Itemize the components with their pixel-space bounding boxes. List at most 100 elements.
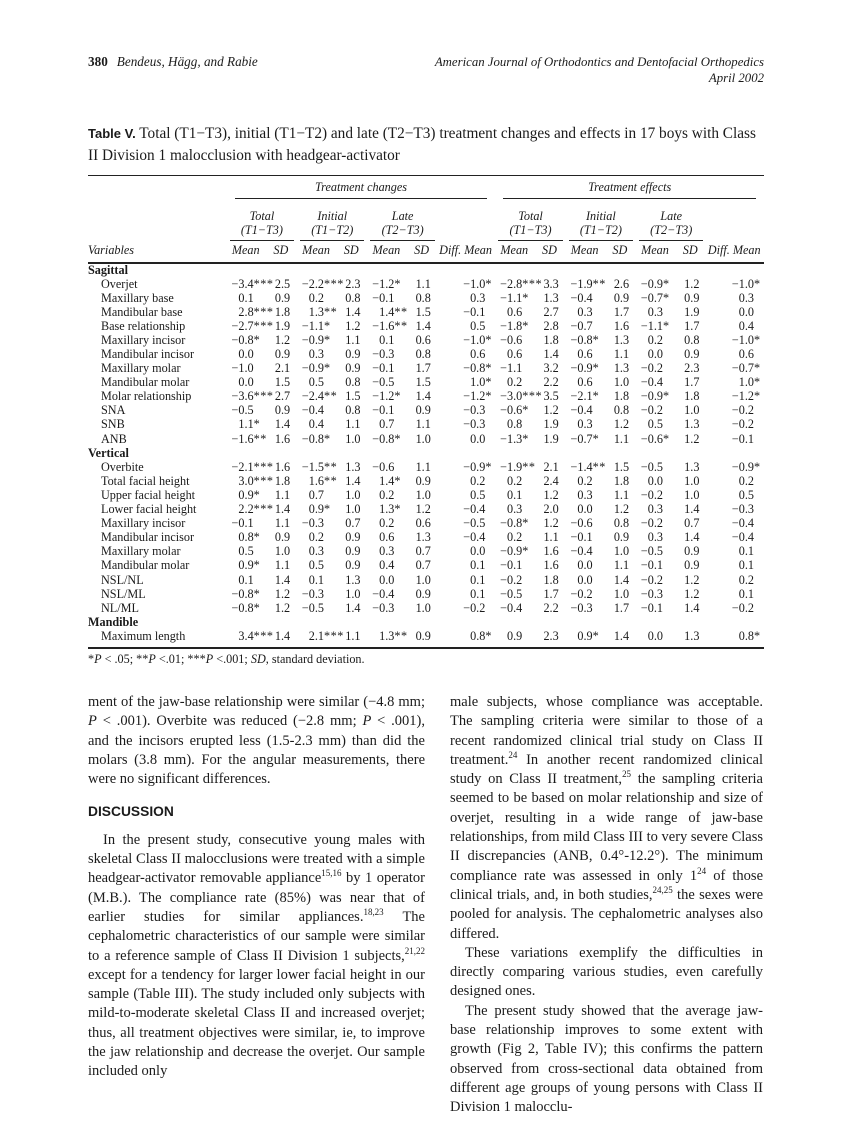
table-cell: 0.0: [647, 628, 663, 643]
table-cell: −0.6: [500, 332, 523, 347]
period-initial-effects: Initial (T1−T2): [566, 199, 636, 241]
table-cell: 1.6**: [308, 473, 338, 488]
table-cell: −0.4: [500, 600, 523, 615]
table-row: Maxillary incisor −0.8* 1.2 −0.9* 1.1 0.1 0.6 −…: [88, 332, 764, 348]
table-cell: 1.1: [345, 628, 361, 643]
variable-label: Mandibular molar: [101, 375, 190, 390]
table-cell: 1.7: [684, 375, 700, 390]
table-cell: −0.9*: [570, 361, 600, 376]
variable-label: ANB: [101, 431, 127, 446]
table-cell: 1.3: [543, 290, 559, 305]
table-cell: −0.9*: [640, 389, 670, 404]
table-cell: 1.4: [684, 502, 700, 517]
table-cell: 0.7: [684, 516, 700, 531]
table-cell: 0.8: [345, 403, 361, 418]
table-cell: −0.2: [731, 403, 754, 418]
running-head: 380 Bendeus, Hägg, and Rabie American Jou…: [88, 54, 764, 86]
group-treatment-effects: Treatment effects: [495, 176, 764, 199]
section-row: Sagittal: [88, 263, 764, 278]
table-row: Mandibular molar 0.0 1.5 0.5 0.8 −0.5 1.5 1.0* 0…: [88, 375, 764, 390]
variable-label: Maxillary incisor: [101, 332, 186, 347]
table-cell: 0.3: [577, 487, 593, 502]
table-cell: 0.3: [738, 290, 754, 305]
table-cell: 0.9: [415, 403, 431, 418]
section-row: Mandible: [88, 615, 764, 630]
table-cell: 1.4: [274, 502, 291, 517]
table-cell: 0.9: [613, 290, 630, 305]
table-cell: 0.5: [470, 318, 486, 333]
table-cell: 1.0: [345, 431, 361, 446]
table-cell: −2.8***: [500, 276, 543, 291]
running-head-left: 380 Bendeus, Hägg, and Rabie: [88, 54, 258, 70]
table-cell: 0.9: [345, 558, 361, 573]
table-row: NSL/NL 0.1 1.4 0.1 1.3 0.0 1.0 0.1 −0.2 1.8 0.0 1.4…: [88, 573, 764, 587]
variable-label: Maxillary incisor: [101, 516, 186, 531]
table-cell: 1.4: [274, 417, 291, 432]
variable-label: Mandibular base: [101, 304, 183, 319]
table-cell: −0.2: [640, 361, 663, 376]
table-cell: −0.1: [500, 558, 523, 573]
table-cell: 2.1***: [308, 628, 344, 643]
table-bottom-rule: [88, 646, 764, 649]
table-cell: 0.9: [684, 347, 700, 361]
table-cell: 0.6: [577, 375, 593, 390]
table-cell: 1.9: [543, 417, 559, 432]
table-cell: 0.2: [308, 530, 325, 545]
table-cell: −0.2: [463, 600, 486, 615]
table-caption-text: Total (T1−T3), initial (T1−T2) and late …: [88, 125, 756, 164]
variable-label: NSL/NL: [101, 572, 144, 587]
table-cell: −0.9*: [640, 276, 670, 291]
table-cell: 0.8: [684, 332, 700, 347]
running-head-right: American Journal of Orthodontics and Den…: [435, 54, 764, 86]
table-cell: 1.2: [684, 586, 700, 601]
table-cell: −1.1*: [640, 318, 670, 333]
table-cell: −1.0*: [731, 332, 761, 347]
column-header-row: Variables Mean SD Mean SD Mean SD Diff. …: [88, 240, 764, 264]
table-cell: −0.3: [731, 502, 754, 517]
table-cell: 1.3**: [308, 304, 338, 319]
table-cell: 1.6: [613, 318, 630, 333]
table-cell: 1.5: [613, 459, 630, 474]
table-cell: 1.1: [613, 347, 630, 361]
table-cell: 0.3: [308, 347, 325, 361]
table-cell: 1.4: [613, 628, 630, 643]
table-cell: 0.9: [415, 628, 431, 643]
col-mean: Mean: [565, 240, 606, 264]
variable-label: Maxillary molar: [101, 361, 181, 376]
table-cell: 0.8*: [470, 628, 492, 643]
table-cell: −1.0*: [731, 276, 761, 291]
table-cell: 0.9: [684, 558, 700, 573]
period-late-effects: Late (T2−T3): [636, 199, 706, 241]
table-cell: −1.9**: [570, 276, 606, 291]
table-cell: 0.0: [577, 572, 593, 587]
table-cell: 2.3: [543, 628, 559, 643]
table-cell: 0.1: [470, 558, 486, 573]
table-cell: 1.6: [543, 544, 559, 559]
table-cell: 1.1: [345, 332, 361, 347]
table-cell: −1.6**: [231, 431, 267, 446]
group-header-row: Treatment changes Treatment effects: [88, 176, 764, 199]
table-cell: 1.7: [415, 361, 431, 376]
table-cell: 1.7: [543, 586, 559, 601]
table-cell: 1.0: [684, 473, 700, 488]
table-cell: 0.8: [345, 290, 361, 305]
table-cell: −1.0: [231, 361, 254, 376]
table-cell: 1.2: [684, 276, 700, 291]
table-cell: 1.3: [345, 459, 361, 474]
table-cell: −0.4: [301, 403, 325, 418]
table-cell: −1.1*: [301, 318, 331, 333]
table-cell: −0.2: [640, 572, 663, 587]
col-variables: Variables: [88, 240, 227, 264]
table-cell: 0.5: [470, 487, 486, 502]
table-cell: 0.9*: [577, 628, 600, 643]
table-cell: −0.2: [640, 403, 663, 418]
table-cell: 0.8: [415, 347, 431, 361]
table-cell: 1.2: [415, 502, 431, 517]
table-cell: 0.2: [379, 516, 395, 531]
table-cell: 0.3: [470, 290, 486, 305]
table-cell: 0.9: [274, 290, 291, 305]
table-cell: −0.1: [372, 361, 395, 376]
discussion-heading: DISCUSSION: [88, 804, 174, 820]
table-cell: 1.6: [274, 431, 291, 446]
table-cell: −1.2*: [372, 276, 401, 291]
